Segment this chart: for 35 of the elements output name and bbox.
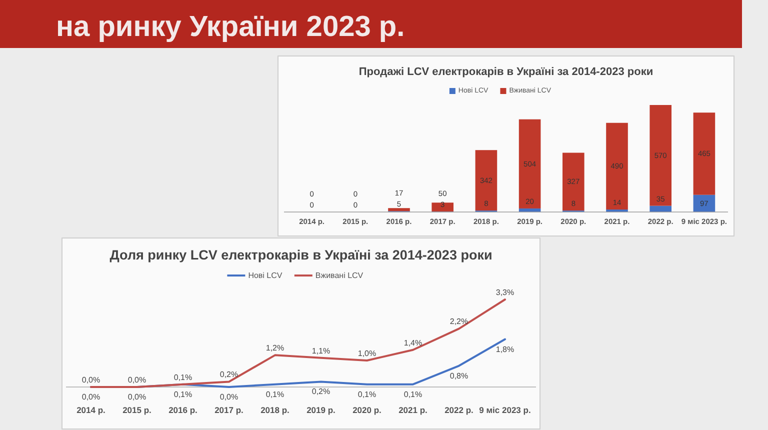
data-label: 1,0% bbox=[358, 348, 376, 358]
legend-label: Вживані LCV bbox=[315, 271, 364, 280]
data-label: 0,0% bbox=[82, 376, 100, 384]
x-tick-label: 2017 р. bbox=[214, 405, 244, 415]
data-label: 0,1% bbox=[404, 390, 422, 399]
chart-title: Доля ринку LCV електрокарів в Україні за 2014-2023 роки bbox=[110, 248, 492, 262]
data-label: 0,0% bbox=[220, 392, 238, 402]
data-label: 1,4% bbox=[404, 338, 422, 348]
data-label: 1,1% bbox=[312, 346, 330, 356]
legend-label: Нові LCV bbox=[248, 271, 283, 280]
data-label: 0,0% bbox=[128, 376, 146, 384]
data-label: 2,2% bbox=[450, 317, 468, 326]
data-label: 0,0% bbox=[82, 392, 100, 402]
x-tick-label: 2020 р. bbox=[352, 405, 382, 415]
text: на ринку України 2023 р. bbox=[56, 11, 405, 43]
x-tick-label: 2021 р. bbox=[398, 405, 428, 415]
data-label: 3,3% bbox=[496, 288, 514, 297]
chart-title: Продажі LCV електрокарів в Україні за 2014-2023 роки bbox=[358, 66, 654, 78]
data-label: 0,1% bbox=[174, 372, 192, 382]
x-tick-label: 2018 р. bbox=[260, 405, 290, 415]
data-label: 0,1% bbox=[174, 390, 192, 399]
x-tick-label: 2015 р. bbox=[122, 405, 152, 415]
data-label: 0,1% bbox=[266, 390, 284, 399]
data-label: 1,2% bbox=[266, 344, 284, 353]
x-tick-label: 2022 р. bbox=[444, 405, 474, 415]
x-tick-label: 2014 р. bbox=[76, 405, 106, 415]
data-label: 0,8% bbox=[450, 371, 468, 380]
x-tick-label: 2016 р. bbox=[168, 405, 198, 415]
x-tick-label: 2019 р. bbox=[306, 405, 336, 415]
x-tick-label: 9 міс 2023 р. bbox=[479, 405, 531, 415]
data-label: 0,2% bbox=[220, 370, 238, 380]
data-label: 0,1% bbox=[358, 390, 376, 399]
data-label: 0,2% bbox=[312, 387, 330, 396]
data-label: 0,0% bbox=[128, 392, 146, 402]
data-label: 1,8% bbox=[496, 344, 514, 354]
